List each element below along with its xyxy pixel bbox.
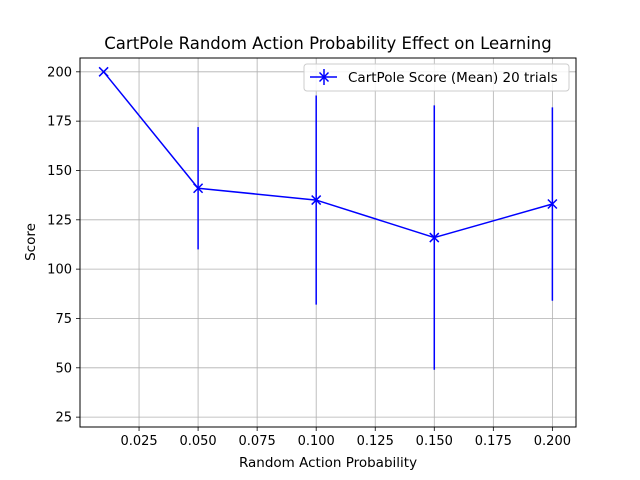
y-tick-label: 100 — [47, 263, 72, 278]
x-tick-label: 0.200 — [534, 434, 571, 449]
x-tick-label: 0.150 — [416, 434, 453, 449]
series-group — [98, 66, 558, 370]
x-tick-label: 0.100 — [298, 434, 335, 449]
legend-label: CartPole Score (Mean) 20 trials — [348, 70, 558, 86]
legend: CartPole Score (Mean) 20 trials — [303, 63, 570, 92]
ticks: 0.025 0.050 0.075 0.100 0.125 0.150 0.175 0.200… — [47, 65, 571, 449]
y-tick-label: 125 — [47, 213, 72, 228]
y-tick-label: 75 — [55, 312, 72, 327]
x-tick-label: 0.025 — [120, 434, 157, 449]
y-tick-label: 25 — [55, 411, 72, 426]
x-axis-label: Random Action Probability — [239, 455, 417, 471]
series-layer — [98, 66, 558, 370]
y-tick-label: 50 — [55, 361, 72, 376]
x-tick-label: 0.050 — [179, 434, 216, 449]
data-point-marker — [193, 183, 204, 194]
y-tick-label: 175 — [47, 115, 72, 130]
x-tick-label: 0.125 — [357, 434, 394, 449]
data-point-marker — [311, 195, 322, 206]
y-axis-label: Score — [23, 223, 39, 261]
data-point-marker — [429, 232, 440, 243]
y-tick-label: 150 — [47, 164, 72, 179]
legend-box — [303, 63, 570, 92]
x-tick-label: 0.075 — [239, 434, 276, 449]
data-point-marker — [98, 66, 109, 77]
plot-frame — [79, 57, 577, 428]
x-tick-label: 0.175 — [475, 434, 512, 449]
data-point-marker — [547, 198, 558, 210]
y-tick-label: 200 — [47, 65, 72, 80]
chart-title: CartPole Random Action Probability Effec… — [104, 34, 551, 53]
